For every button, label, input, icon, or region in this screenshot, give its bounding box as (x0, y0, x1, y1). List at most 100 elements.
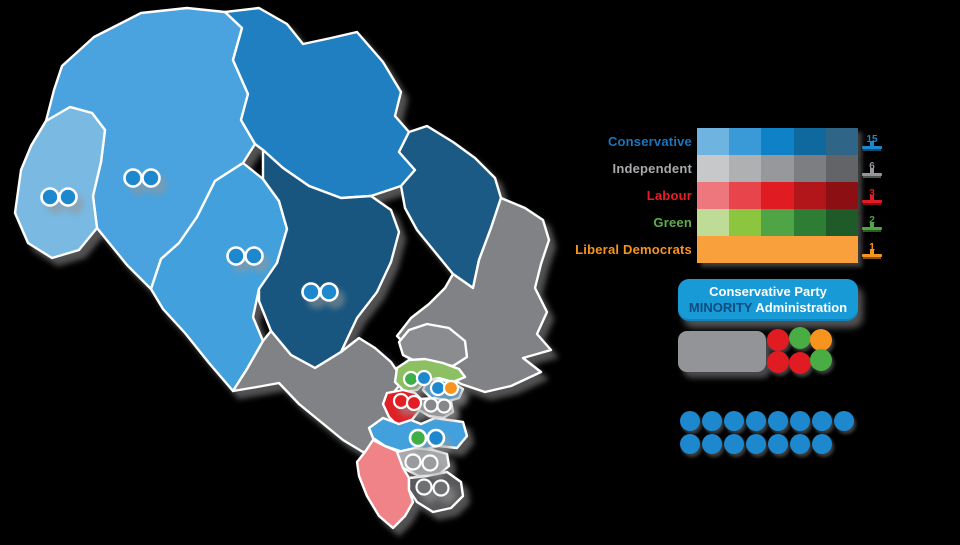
legend-row-green: Green 2 (0, 209, 960, 236)
seat-count: 15 (866, 133, 878, 145)
swatch-cell (761, 182, 794, 209)
administration-type: MINORITY Administration (689, 300, 847, 316)
seats-icon: 2 (846, 209, 898, 236)
legend-party-label: Liberal Democrats (575, 242, 692, 257)
administration-badge: Conservative Party MINORITY Administrati… (678, 279, 858, 321)
legend-color-bar (697, 236, 858, 263)
councillor-dot (392, 392, 410, 410)
legend-party-label: Conservative (607, 134, 692, 149)
swatch-cell (793, 182, 826, 209)
councillor-dot (404, 453, 422, 471)
councillor-dot (442, 379, 460, 397)
legend-shade-scale (697, 128, 859, 155)
conservative-seat-dot (812, 434, 832, 454)
swatch-cell (729, 182, 762, 209)
legend-party-label: Labour (646, 188, 692, 203)
councillor-dot (244, 246, 264, 266)
conservative-seat-dot (680, 411, 700, 431)
opposition-dot (789, 352, 811, 374)
legend-row-independent: Independent 6 (0, 155, 960, 182)
councillor-dot (415, 369, 433, 387)
opposition-dot (789, 327, 811, 349)
swatch-cell (825, 155, 859, 182)
conservative-seat-dot (834, 411, 854, 431)
seats-icon: 6 (846, 155, 898, 182)
conservative-seat-dot (790, 411, 810, 431)
administration-minority-text: MINORITY (688, 300, 753, 315)
administration-party: Conservative Party (709, 284, 827, 299)
bench-icon (862, 248, 882, 259)
conservative-seat-dot (768, 434, 788, 454)
swatch-cell (729, 155, 762, 182)
legend-party-label: Green (653, 215, 692, 230)
legend-row-liberal-democrats: Liberal Democrats 1 (0, 236, 960, 263)
councillor-dot (408, 428, 428, 448)
conservative-seat-dot (724, 434, 744, 454)
legend-row-labour: Labour 3 (0, 182, 960, 209)
councillor-dot (415, 478, 433, 496)
swatch-cell (697, 209, 730, 236)
bench-icon (862, 221, 882, 232)
swatch-cell (697, 236, 858, 263)
swatch-cell (793, 155, 826, 182)
councillor-dot (429, 379, 447, 397)
seat-count: 2 (869, 214, 875, 226)
legend-shade-scale (697, 209, 859, 236)
conservative-seat-dot (768, 411, 788, 431)
administration-rest-text: Administration (752, 300, 848, 315)
legend-shade-scale (697, 182, 859, 209)
councillor-dot (58, 187, 78, 207)
councillor-dot (141, 168, 161, 188)
councillor-dot (421, 454, 439, 472)
conservative-seat-dot (680, 434, 700, 454)
bench-icon (862, 194, 882, 205)
bench-icon (862, 140, 882, 151)
councillor-dot (402, 370, 420, 388)
conservative-seat-dot (702, 411, 722, 431)
swatch-cell (729, 209, 762, 236)
swatch-cell (761, 209, 794, 236)
swatch-cell (825, 182, 859, 209)
conservative-seat-dot (746, 411, 766, 431)
swatch-cell (761, 155, 794, 182)
seats-icon: 15 (846, 128, 898, 155)
councillor-dot (436, 398, 452, 414)
legend-row-conservative: Conservative 15 (0, 128, 960, 155)
opposition-dot (810, 329, 832, 351)
legend-party-label: Independent (612, 161, 692, 176)
seat-count: 3 (869, 187, 875, 199)
councillor-dot (423, 397, 439, 413)
swatch-cell (825, 209, 859, 236)
councillor-dot (426, 428, 446, 448)
opposition-dot (767, 329, 789, 351)
conservative-seat-dot (812, 411, 832, 431)
conservative-seat-dot (724, 411, 744, 431)
conservative-seat-dot (702, 434, 722, 454)
seat-count: 1 (869, 241, 875, 253)
bench-icon (862, 167, 882, 178)
swatch-cell (761, 128, 794, 155)
councillor-dot (319, 282, 339, 302)
ward-far-west (13, 105, 107, 260)
conservative-seat-dot (746, 434, 766, 454)
seat-count: 6 (869, 160, 875, 172)
conservative-seat-dot (790, 434, 810, 454)
councillor-dot (405, 394, 423, 412)
legend-shade-scale (697, 155, 859, 182)
swatch-cell (793, 128, 826, 155)
opposition-group-box (678, 331, 766, 372)
opposition-dot (810, 349, 832, 371)
swatch-cell (825, 128, 859, 155)
seats-icon: 1 (846, 236, 898, 263)
councillor-dot (301, 282, 321, 302)
swatch-cell (697, 128, 730, 155)
councillor-dot (432, 479, 450, 497)
seats-icon: 3 (846, 182, 898, 209)
swatch-cell (729, 128, 762, 155)
swatch-cell (697, 182, 730, 209)
swatch-cell (697, 155, 730, 182)
opposition-dot (767, 351, 789, 373)
swatch-cell (793, 209, 826, 236)
